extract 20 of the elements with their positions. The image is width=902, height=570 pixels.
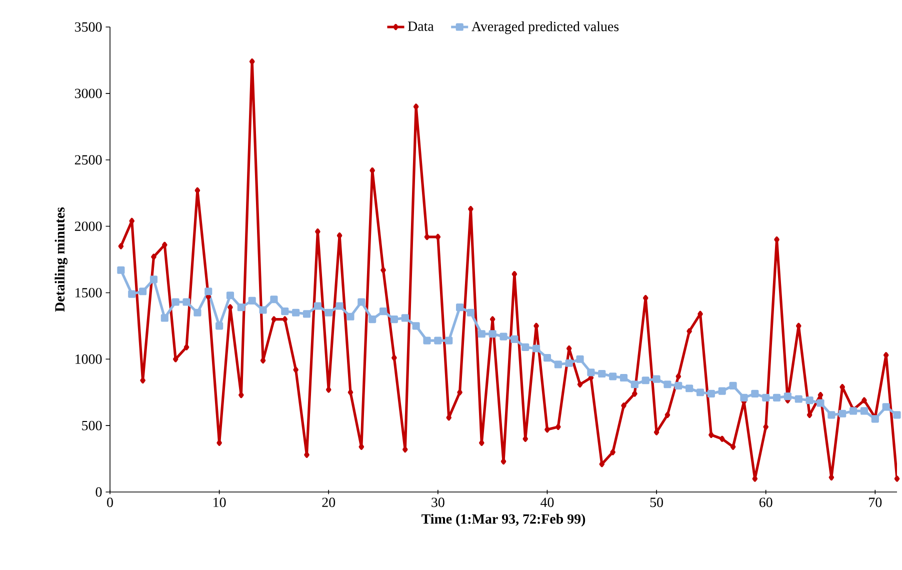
y-tick-label: 1500 <box>76 288 102 298</box>
x-tick-label: 50 <box>650 498 663 508</box>
x-tick-label: 70 <box>869 498 882 508</box>
x-axis-title: Time (1:Mar 93, 72:Feb 99) <box>422 514 586 527</box>
x-tick-label: 10 <box>214 498 226 508</box>
y-tick-label: 2500 <box>74 155 102 165</box>
legend-label: Averaged predicted values <box>472 21 619 34</box>
y-tick-label: 2000 <box>74 222 102 231</box>
y-tick-label: 3000 <box>75 88 102 98</box>
y-tick-label: 1000 <box>76 354 102 364</box>
x-tick-label: 30 <box>432 498 444 508</box>
y-tick-label: 3500 <box>75 22 102 32</box>
y-tick-label: 500 <box>82 420 102 430</box>
x-tick-label: 20 <box>322 498 336 508</box>
y-axis-title: Detailing minutes <box>54 207 68 312</box>
y-tick-label: 0 <box>96 487 102 497</box>
x-tick-label: 40 <box>540 498 554 508</box>
x-tick-label: 0 <box>107 498 113 508</box>
x-tick-label: 60 <box>759 498 772 508</box>
legend-label: Data <box>408 22 434 31</box>
